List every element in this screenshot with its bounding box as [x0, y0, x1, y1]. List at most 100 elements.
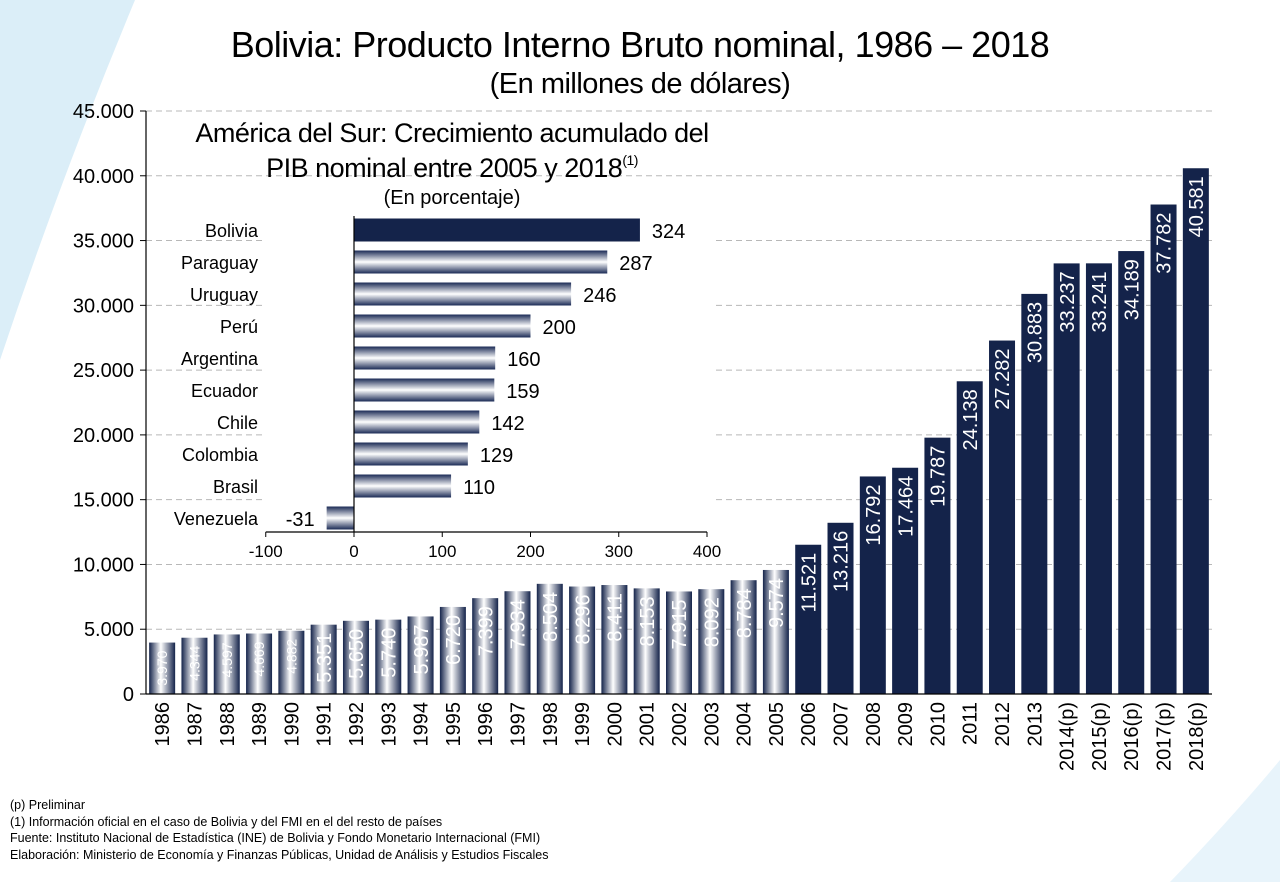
- inset-category-label: Ecuador: [191, 381, 258, 401]
- axes: 0 5.000 10.000 15.000 20.000 25.000 30.000 35.0…: [73, 101, 1212, 771]
- inset-category-label: Brasil: [213, 477, 258, 497]
- x-tick-label: 2011: [960, 702, 982, 745]
- y-tick-label: 25.000: [73, 360, 134, 382]
- x-tick-label: 1998: [540, 702, 562, 747]
- gdp-bar: [924, 437, 951, 694]
- gdp-bar-value-label: 7.915: [669, 599, 691, 649]
- x-tick-label: 1989: [249, 702, 271, 747]
- gdp-bar: [181, 637, 208, 694]
- gdp-bar-value-label: 13.216: [831, 531, 853, 592]
- y-tick-label: 5.000: [84, 619, 134, 641]
- inset-bar: [354, 474, 452, 498]
- gdp-bar: [666, 591, 692, 694]
- inset-category-label: Colombia: [182, 445, 259, 465]
- gdp-bar: [1053, 263, 1080, 694]
- x-tick-label: 1990: [281, 702, 303, 747]
- x-tick-label: 2002: [669, 702, 691, 747]
- inset-value-label: 129: [480, 445, 513, 467]
- gdp-bar-value-label: 7.934: [508, 599, 530, 649]
- gdp-bar-value-label: 5.987: [411, 624, 433, 674]
- gdp-bar-value-label: 19.787: [928, 446, 950, 507]
- gdp-bar: [892, 467, 919, 694]
- x-tick-label: 1987: [184, 702, 206, 747]
- gdp-bar-value-label: 37.782: [1154, 213, 1176, 274]
- x-tick-label: 1997: [507, 702, 529, 747]
- inset-bar: [354, 378, 495, 402]
- x-tick-label: 2001: [637, 702, 659, 747]
- gdp-bar-value-label: 33.241: [1089, 271, 1111, 332]
- x-tick-label: 2014(p): [1057, 702, 1079, 771]
- gdp-bar: [342, 620, 369, 694]
- x-tick-label: 1992: [346, 702, 368, 747]
- gdp-bar: [633, 588, 660, 694]
- y-tick-label: 35.000: [73, 231, 134, 253]
- gdp-bar-value-label: 33.237: [1057, 271, 1079, 332]
- x-tick-label: 2018(p): [1186, 702, 1208, 771]
- note-source: Fuente: Instituto Nacional de Estadístic…: [10, 831, 541, 845]
- inset-bar: [354, 346, 496, 370]
- gdp-bar-value-label: 8.411: [605, 593, 627, 642]
- y-tick-label: 0: [123, 684, 134, 706]
- gdp-bar: [1085, 263, 1112, 694]
- inset-value-label: 200: [543, 317, 576, 339]
- gdp-bar: [1182, 168, 1209, 694]
- inset-value-label: 110: [463, 477, 495, 499]
- gdp-bar: [698, 589, 725, 694]
- gdp-bar: [213, 634, 240, 694]
- inset-category-label: Perú: [220, 317, 258, 337]
- gdp-bar-value-label: 8.153: [637, 596, 659, 646]
- gdp-bar: [246, 633, 273, 694]
- gdp-bar-value-label: 4.669: [251, 641, 267, 676]
- gdp-bar: [827, 522, 854, 694]
- inset-x-tick-label: 100: [428, 542, 456, 561]
- x-tick-label: 1991: [314, 702, 336, 747]
- inset-x-tick-label: 0: [349, 542, 358, 561]
- x-tick-label: 1995: [443, 702, 465, 747]
- inset-title-footnote-mark: (1): [622, 152, 638, 168]
- gdp-bar: [956, 381, 983, 694]
- x-tick-label: 2003: [701, 702, 723, 747]
- x-tick-label: 2004: [734, 702, 756, 747]
- gdp-bar: [439, 606, 466, 694]
- gdp-bar: [730, 580, 757, 694]
- footnotes: (p) Preliminar (1) Información oficial e…: [10, 797, 548, 863]
- note-preliminar: (p) Preliminar: [10, 798, 86, 812]
- inset-value-label: 287: [619, 253, 652, 275]
- x-tick-label: 1988: [217, 702, 239, 747]
- gdp-bars: 3.970 4.344 4.597 4.669 4.882 5.351 5.650 5.740…: [149, 168, 1209, 695]
- gdp-bar-value-label: 8.092: [702, 597, 724, 647]
- y-tick-label: 10.000: [73, 554, 134, 576]
- gdp-bar-value-label: 4.597: [219, 642, 235, 677]
- inset-bar: [354, 218, 640, 242]
- x-tick-label: 2007: [831, 702, 853, 747]
- x-tick-label: 2016(p): [1121, 702, 1143, 771]
- gdp-bar: [1021, 293, 1048, 694]
- gdp-bar-value-label: 24.138: [960, 389, 982, 450]
- inset-value-label: 142: [491, 413, 524, 435]
- gdp-bar-value-label: 30.883: [1025, 302, 1047, 363]
- inset-category-label: Uruguay: [190, 285, 258, 305]
- gdp-bar-value-label: 40.581: [1186, 176, 1208, 237]
- note-elaboration: Elaboración: Ministerio de Economía y Fi…: [10, 847, 549, 862]
- gdp-bar-value-label: 27.282: [992, 349, 1014, 410]
- gdp-bar-value-label: 5.351: [314, 633, 336, 683]
- gdp-bar-value-label: 3.970: [154, 650, 170, 685]
- inset-value-label: -31: [286, 509, 315, 531]
- inset-title-line1: América del Sur: Crecimiento acumulado d…: [195, 118, 709, 148]
- inset-category-label: Bolivia: [205, 221, 259, 241]
- gdp-bar-value-label: 17.464: [895, 476, 917, 537]
- inset-value-label: 160: [507, 349, 540, 371]
- inset-title-line2: PIB nominal entre 2005 y 2018(1): [102, 152, 802, 184]
- x-tick-label: 1993: [378, 702, 400, 747]
- inset-x-tick-label: 300: [605, 542, 633, 561]
- inset-value-label: 324: [652, 221, 685, 243]
- inset-category-label: Paraguay: [181, 253, 258, 273]
- x-tick-label: 2008: [863, 702, 885, 747]
- chart-title: Bolivia: Producto Interno Bruto nominal,…: [230, 24, 1050, 65]
- gdp-bar: [762, 569, 789, 694]
- x-tick-label: 2013: [1024, 702, 1046, 747]
- gdp-bar: [859, 476, 886, 694]
- inset-bar: [354, 250, 608, 274]
- note-official-info: (1) Información oficial en el caso de Bo…: [10, 814, 443, 829]
